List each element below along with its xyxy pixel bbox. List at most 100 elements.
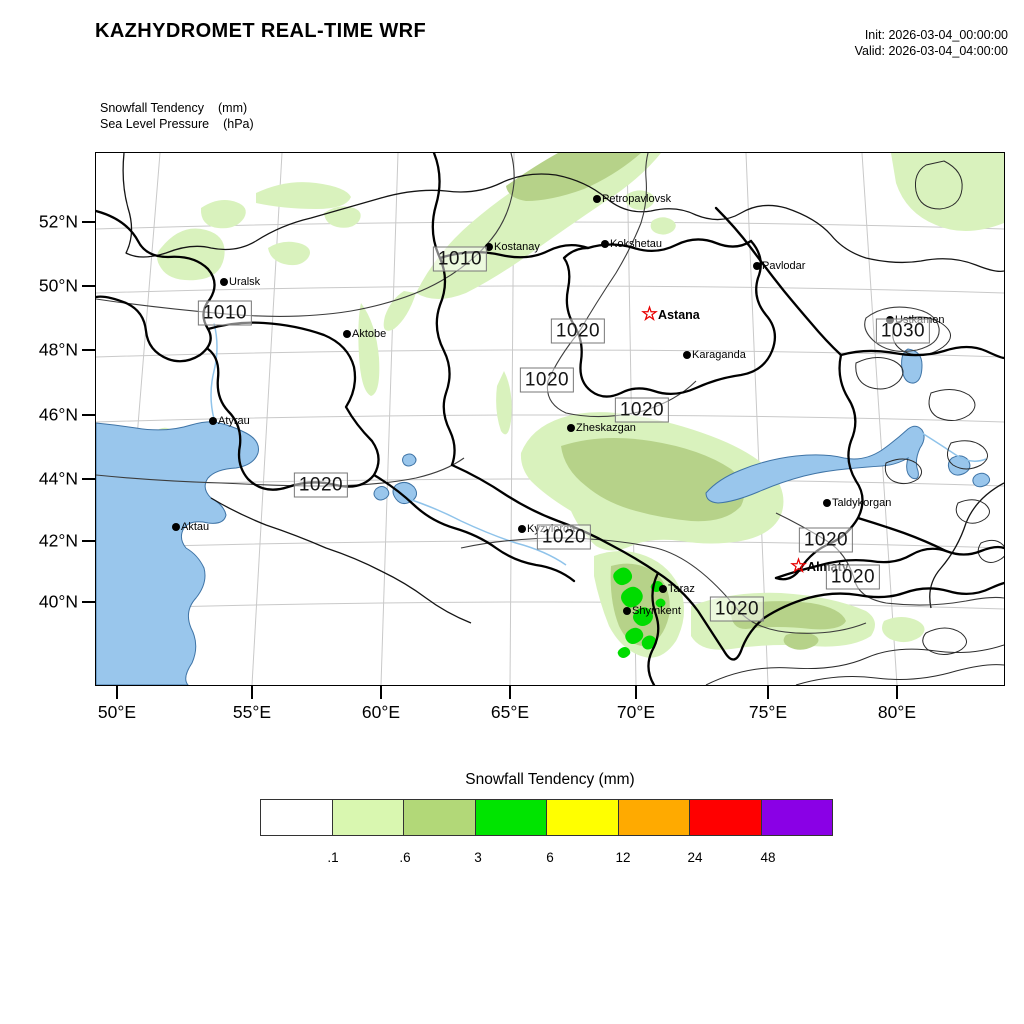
lake-zaysan — [901, 348, 923, 384]
isobar-label: 1020 — [519, 367, 575, 393]
city-label: Uralsk — [229, 276, 261, 288]
city-dot — [343, 330, 351, 338]
field-list: Snowfall Tendency (mm) Sea Level Pressure… — [100, 100, 254, 132]
city-label: Pavlodar — [762, 260, 806, 272]
city-dot — [209, 417, 217, 425]
colorbar-cell — [760, 799, 833, 836]
isobar-label: 1010 — [432, 246, 488, 272]
city-label: Shymkent — [632, 605, 681, 617]
city-label: Astana — [658, 308, 700, 322]
city-dot — [172, 523, 180, 531]
isobar-label: 1030 — [875, 318, 931, 344]
colorbar-tick-label: 12 — [615, 850, 631, 865]
city-label: Aktau — [181, 521, 210, 533]
city-label: Taraz — [668, 583, 695, 595]
colorbar-tick-label: 24 — [687, 850, 703, 865]
city-label: Petropavlovsk — [602, 193, 672, 205]
lat-label: 48°N — [38, 339, 78, 360]
colorbar-cell — [474, 799, 547, 836]
region-borders — [96, 153, 1004, 685]
isobar-label: 1020 — [798, 527, 854, 553]
colorbar-cell — [260, 799, 333, 836]
city-dot — [567, 424, 575, 432]
lat-label: 40°N — [38, 591, 78, 612]
field-pressure: Sea Level Pressure (hPa) — [100, 116, 254, 132]
valid-time: Valid: 2026-03-04_04:00:00 — [854, 44, 1008, 58]
page-title: KAZHYDROMET REAL-TIME WRF — [95, 20, 427, 42]
field-snowfall: Snowfall Tendency (mm) — [100, 100, 254, 116]
city-dot — [683, 351, 691, 359]
colorbar — [260, 799, 833, 836]
colorbar-title: Snowfall Tendency (mm) — [465, 771, 635, 788]
field-snowfall-label: Snowfall Tendency — [100, 101, 205, 115]
field-pressure-label: Sea Level Pressure — [100, 117, 210, 131]
isobar-label: 1020 — [825, 564, 881, 590]
aral-remnant — [392, 481, 418, 505]
isobar-label: 1020 — [293, 472, 349, 498]
isobar-label: 1020 — [614, 397, 670, 423]
lat-label: 44°N — [38, 468, 78, 489]
city-label: Aktobe — [352, 328, 387, 340]
lon-label: 55°E — [232, 702, 272, 722]
lat-tick — [82, 221, 95, 223]
lake-alakol — [947, 455, 971, 476]
colorbar-cell — [331, 799, 404, 836]
city-label: Zheskazgan — [576, 422, 636, 434]
caspian-sea — [96, 421, 259, 685]
city-label: Taldykorgan — [832, 497, 892, 509]
lon-tick — [251, 686, 253, 699]
country-borders — [122, 153, 1004, 624]
city-dot — [659, 585, 667, 593]
city-dot — [220, 278, 228, 286]
city-dot — [753, 262, 761, 270]
city-label: Kostanay — [494, 241, 540, 253]
lon-tick — [380, 686, 382, 699]
lat-tick — [82, 601, 95, 603]
lat-tick — [82, 285, 95, 287]
field-pressure-units: (hPa) — [223, 117, 254, 131]
isobar-label: 1010 — [197, 300, 253, 326]
colorbar-tick-label: 3 — [474, 850, 482, 865]
colorbar-cell — [689, 799, 762, 836]
lat-tick — [82, 414, 95, 416]
colorbar-cell — [617, 799, 690, 836]
city-dot — [518, 525, 526, 533]
field-snowfall-units: (mm) — [218, 101, 248, 115]
colorbar-tick-label: 6 — [546, 850, 554, 865]
city-label: Atyrau — [218, 415, 250, 427]
rivers — [210, 322, 987, 566]
lon-label: 80°E — [877, 702, 917, 722]
city-dot — [623, 607, 631, 615]
lat-tick — [82, 540, 95, 542]
isobar-label: 1020 — [550, 318, 606, 344]
colorbar-cell — [403, 799, 476, 836]
isobar-label: 1020 — [536, 524, 592, 550]
colorbar-tick-label: .6 — [399, 850, 411, 865]
city-dot — [601, 240, 609, 248]
run-info: Init: 2026-03-04_00:00:00 Valid: 2026-03… — [855, 27, 1008, 59]
lat-tick — [82, 478, 95, 480]
colorbar-tick-label: 48 — [760, 850, 776, 865]
lat-label: 42°N — [38, 530, 78, 551]
lon-label: 60°E — [361, 702, 401, 722]
city-label: Karaganda — [692, 349, 746, 361]
lat-tick — [82, 349, 95, 351]
city-dot — [485, 243, 493, 251]
isobar-label: 1020 — [709, 596, 765, 622]
lon-tick — [509, 686, 511, 699]
colorbar-cell — [546, 799, 619, 836]
lon-label: 70°E — [616, 702, 656, 722]
lon-tick — [767, 686, 769, 699]
city-dot — [593, 195, 601, 203]
lon-tick — [116, 686, 118, 699]
colorbar-tick-label: .1 — [327, 850, 339, 865]
city-dot — [823, 499, 831, 507]
lon-label: 65°E — [490, 702, 530, 722]
lon-tick — [635, 686, 637, 699]
lon-label: 50°E — [97, 702, 137, 722]
lat-label: 52°N — [38, 211, 78, 232]
lon-label: 75°E — [748, 702, 788, 722]
lat-label: 50°N — [38, 275, 78, 296]
lon-tick — [896, 686, 898, 699]
